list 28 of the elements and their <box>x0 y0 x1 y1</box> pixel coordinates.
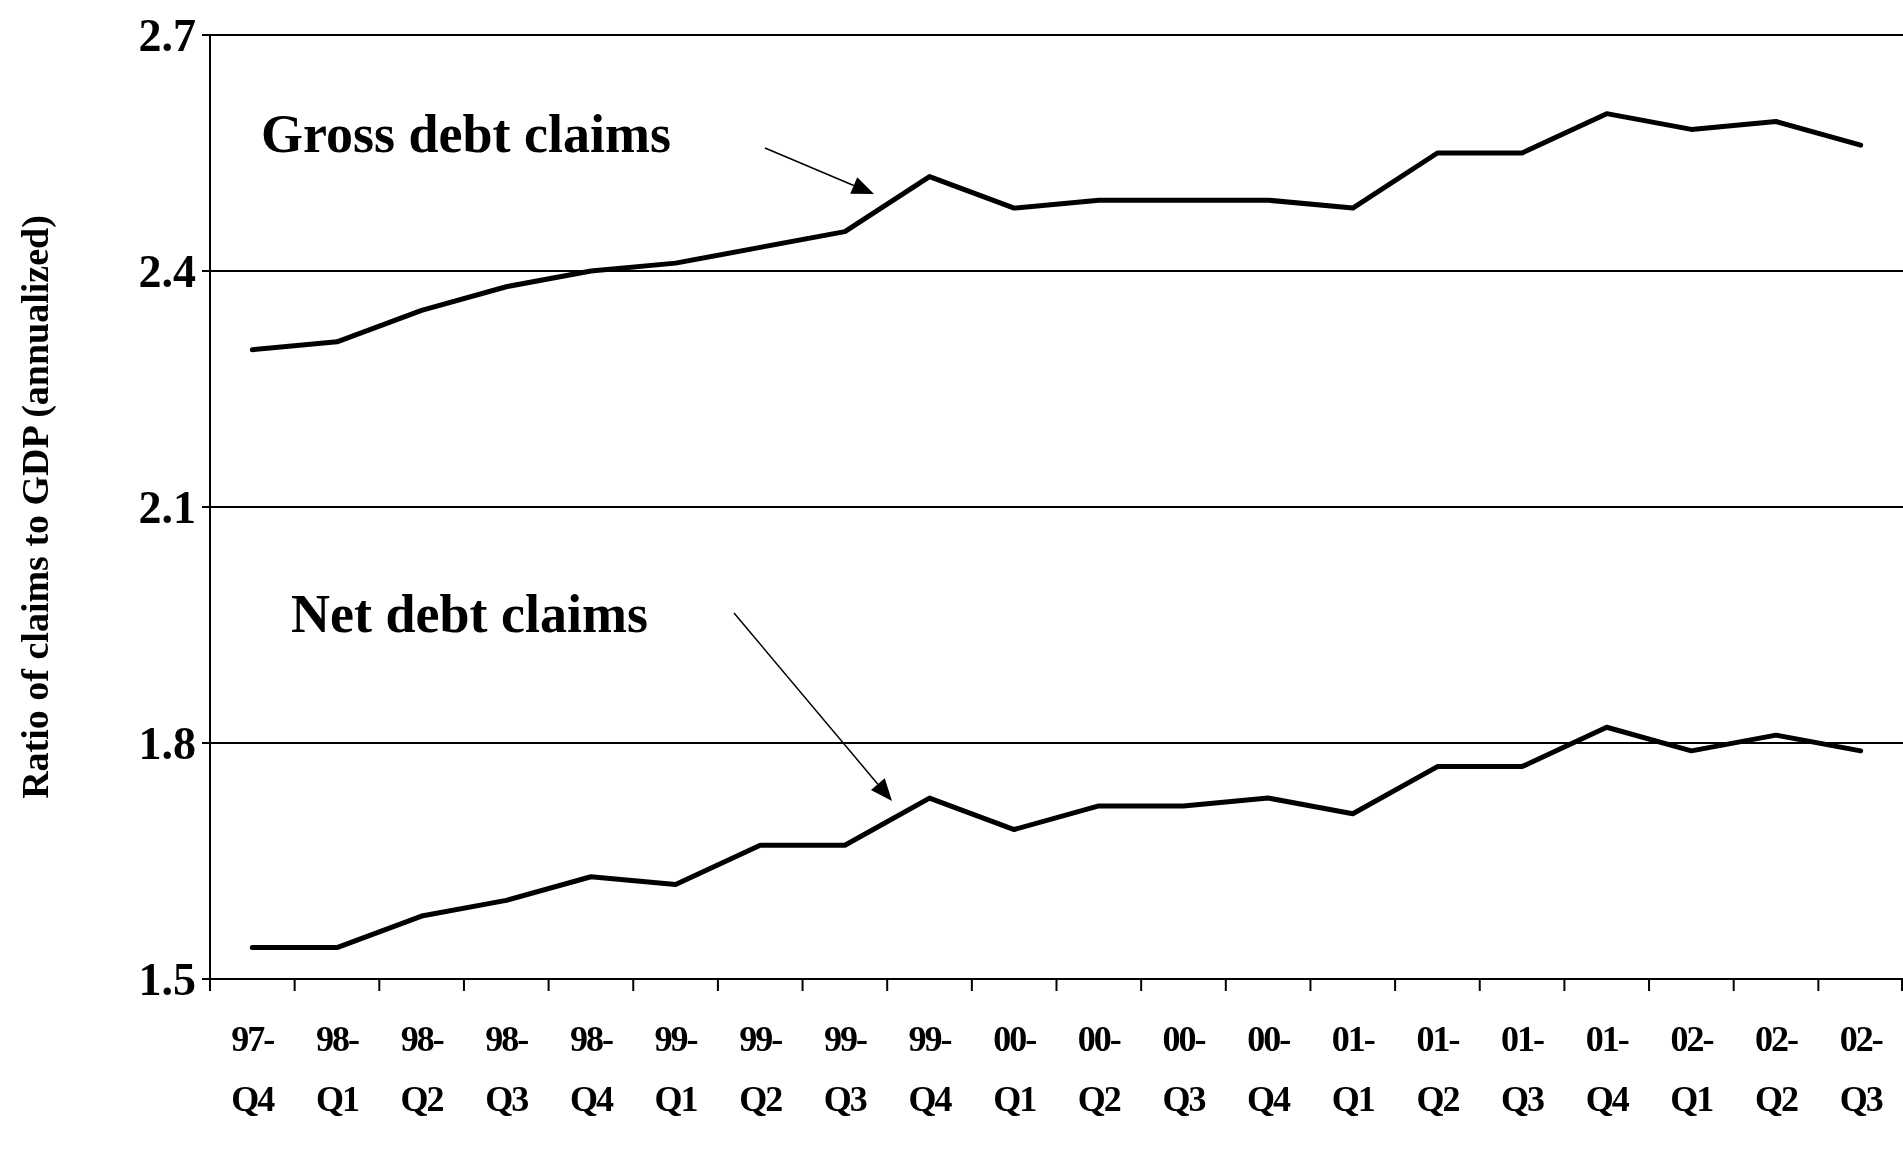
x-tick-label: 01- Q1 <box>1331 1019 1375 1119</box>
x-tick-label: 99- Q1 <box>654 1019 698 1119</box>
annotation: Gross debt claims <box>261 104 672 164</box>
x-tick-label: 01- Q2 <box>1416 1019 1460 1119</box>
x-tick-label: 97- Q4 <box>231 1019 276 1119</box>
x-tick-label: 01- Q4 <box>1585 1019 1630 1119</box>
x-tick-label: 98- Q1 <box>315 1019 359 1119</box>
x-tick-label: 99- Q3 <box>823 1019 867 1119</box>
x-tick-label: 00- Q3 <box>1162 1019 1206 1119</box>
x-tick-label: 02- Q3 <box>1839 1019 1883 1119</box>
y-tick-label: 2.7 <box>138 10 196 62</box>
x-tick-label: 98- Q2 <box>400 1019 444 1119</box>
x-tick-label: 00- Q2 <box>1077 1019 1121 1119</box>
y-tick-label: 1.5 <box>138 954 196 1006</box>
x-tick-label: 01- Q3 <box>1501 1019 1545 1119</box>
y-axis-title: Ratio of claims to GDP (annualized) <box>14 215 57 799</box>
y-tick-label: 2.4 <box>138 246 196 298</box>
x-tick-label: 99- Q2 <box>739 1019 783 1119</box>
x-tick-label: 00- Q4 <box>1247 1019 1292 1119</box>
x-tick-label: 02- Q2 <box>1755 1019 1799 1119</box>
x-tick-label: 99- Q4 <box>908 1019 953 1119</box>
y-tick-label: 1.8 <box>138 718 196 770</box>
x-tick-label: 00- Q1 <box>993 1019 1037 1119</box>
x-tick-label: 98- Q4 <box>569 1019 614 1119</box>
annotation: Net debt claims <box>291 584 648 644</box>
x-tick-label: 02- Q1 <box>1670 1019 1714 1119</box>
y-tick-label: 2.1 <box>138 482 196 534</box>
x-tick-label: 98- Q3 <box>485 1019 529 1119</box>
